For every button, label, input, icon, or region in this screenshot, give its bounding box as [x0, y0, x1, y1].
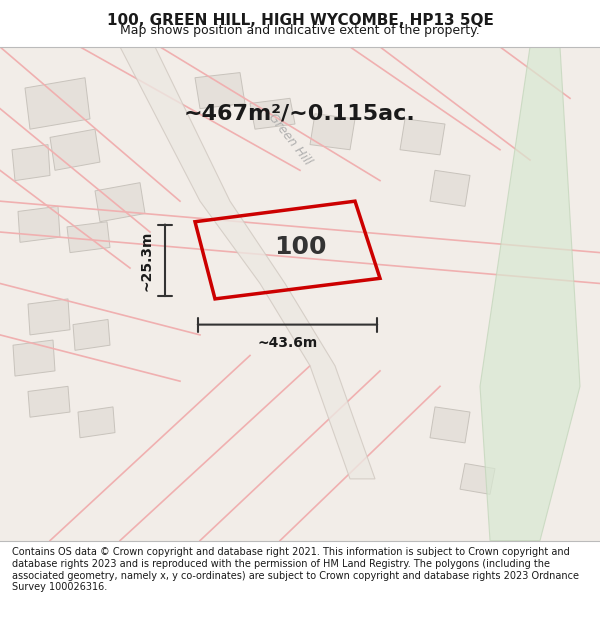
Polygon shape	[195, 72, 245, 109]
Polygon shape	[460, 464, 495, 494]
Polygon shape	[25, 78, 90, 129]
Text: Green Hill: Green Hill	[266, 111, 314, 168]
Text: ~25.3m: ~25.3m	[140, 230, 154, 291]
Polygon shape	[12, 144, 50, 181]
Polygon shape	[430, 407, 470, 443]
Text: 100, GREEN HILL, HIGH WYCOMBE, HP13 5QE: 100, GREEN HILL, HIGH WYCOMBE, HP13 5QE	[107, 13, 493, 28]
Polygon shape	[95, 182, 145, 222]
Text: Map shows position and indicative extent of the property.: Map shows position and indicative extent…	[120, 24, 480, 36]
Polygon shape	[67, 222, 110, 253]
Polygon shape	[480, 47, 580, 541]
Text: 100: 100	[274, 236, 326, 259]
Text: Contains OS data © Crown copyright and database right 2021. This information is : Contains OS data © Crown copyright and d…	[12, 548, 579, 592]
Polygon shape	[120, 47, 375, 479]
Polygon shape	[73, 319, 110, 351]
Text: ~467m²/~0.115ac.: ~467m²/~0.115ac.	[184, 104, 416, 124]
Polygon shape	[310, 114, 355, 150]
Polygon shape	[400, 119, 445, 155]
Polygon shape	[13, 340, 55, 376]
Polygon shape	[50, 129, 100, 170]
Polygon shape	[78, 407, 115, 437]
Text: ~43.6m: ~43.6m	[257, 336, 317, 350]
Polygon shape	[28, 299, 70, 335]
Polygon shape	[18, 206, 60, 242]
Polygon shape	[430, 170, 470, 206]
Polygon shape	[28, 386, 70, 418]
Polygon shape	[250, 98, 295, 129]
